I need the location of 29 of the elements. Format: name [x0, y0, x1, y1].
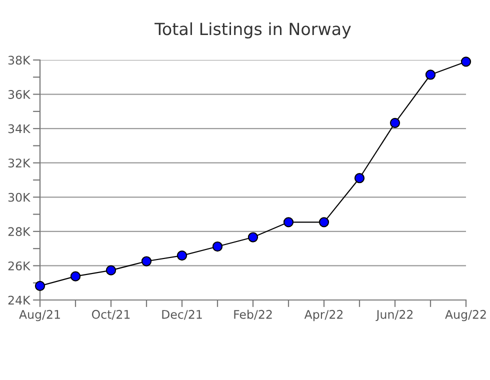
point	[34, 280, 46, 292]
point	[283, 217, 294, 228]
y-tick-label: 28K	[8, 227, 31, 236]
point	[176, 250, 188, 261]
point	[460, 56, 472, 67]
x-tick-label: Aug/22	[445, 310, 486, 322]
y-tick-label: 36K	[8, 90, 31, 99]
x-tick-label: Jun/22	[376, 310, 413, 322]
x-tick-label: Feb/22	[234, 310, 272, 320]
point	[390, 118, 400, 128]
y-tick-label: 34K	[8, 124, 31, 134]
point	[354, 173, 365, 184]
y-tick-label: 24K	[8, 296, 31, 304]
point	[212, 241, 223, 252]
x-tick-label: Apr/22	[304, 310, 343, 322]
x-tick-label: Dec/21	[162, 310, 202, 320]
x-tick-label: Oct/21	[92, 310, 130, 320]
point	[425, 70, 436, 80]
chart-title: Total Listings in Norway	[154, 22, 351, 38]
point	[248, 232, 258, 242]
y-tick-label: 26K	[8, 261, 31, 270]
x-tick-label: Aug/21	[19, 310, 60, 322]
point	[70, 271, 81, 282]
y-tick-label: 38K	[8, 56, 31, 65]
point	[141, 256, 152, 266]
y-tick-label: 32K	[8, 158, 31, 168]
point	[318, 217, 330, 228]
point	[106, 265, 116, 276]
y-tick-label: 30K	[8, 192, 31, 202]
